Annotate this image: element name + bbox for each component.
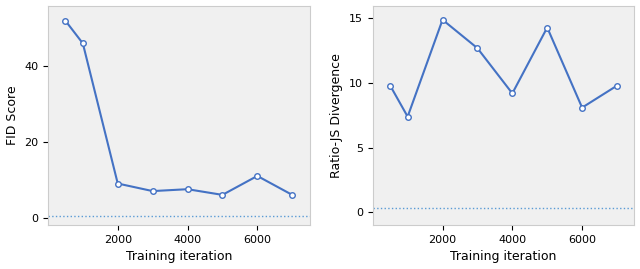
X-axis label: Training iteration: Training iteration (451, 250, 557, 263)
X-axis label: Training iteration: Training iteration (125, 250, 232, 263)
Y-axis label: FID Score: FID Score (6, 86, 19, 145)
Y-axis label: Ratio-JS Divergence: Ratio-JS Divergence (330, 53, 344, 178)
